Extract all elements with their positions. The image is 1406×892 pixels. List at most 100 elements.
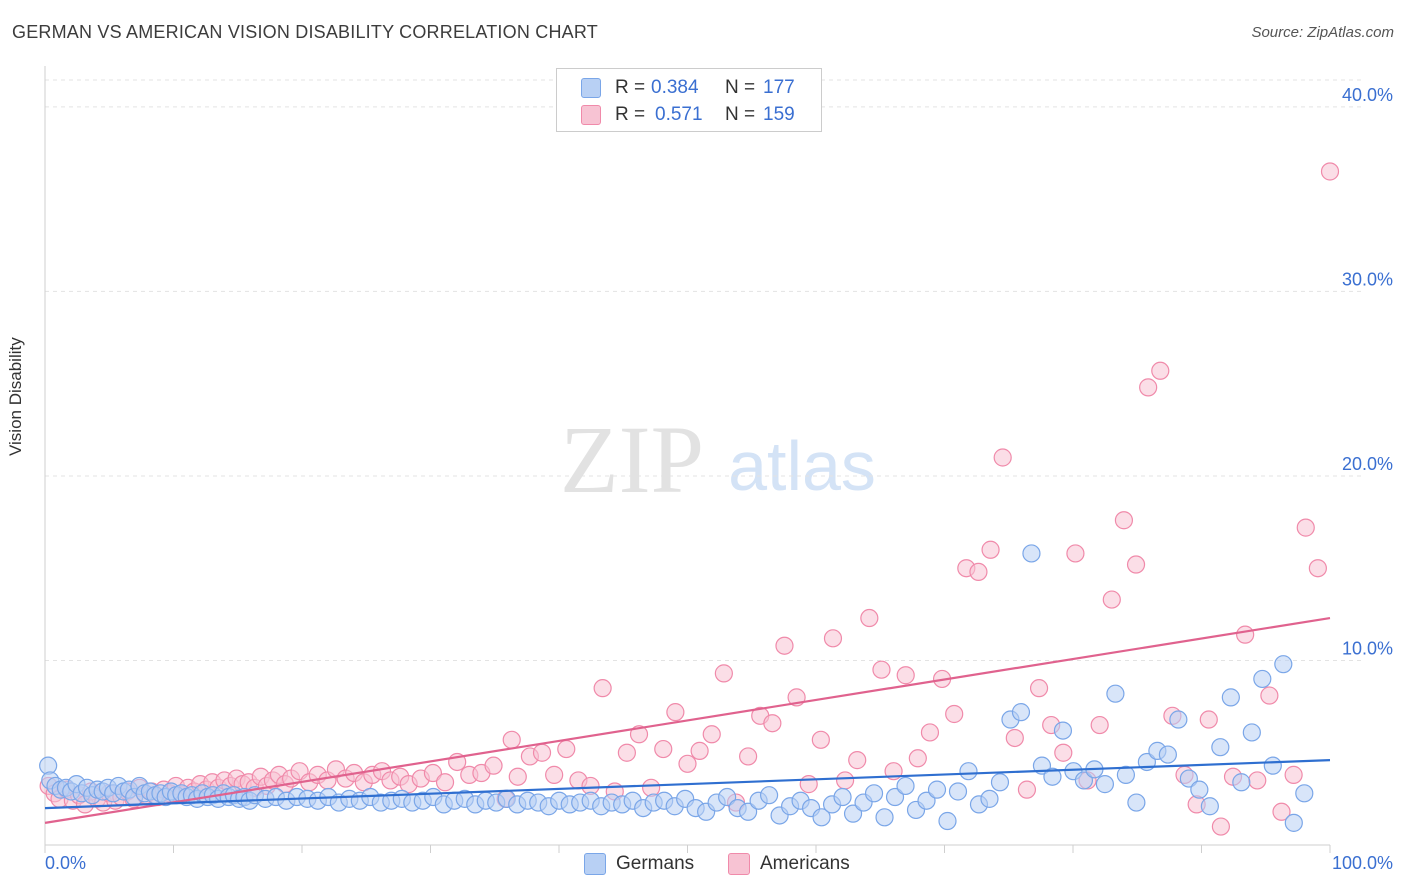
x-tick-label-1: 100.0% — [1332, 853, 1393, 873]
american-point-80 — [714, 664, 733, 683]
axes — [44, 66, 1331, 853]
american-point-129 — [1308, 559, 1327, 578]
american-point-128 — [1296, 518, 1315, 537]
german-point-99 — [864, 784, 884, 803]
chart-title: GERMAN VS AMERICAN VISION DISABILITY COR… — [12, 22, 598, 42]
y-tick-label-0: 10.0% — [1342, 638, 1393, 658]
american-point-74 — [642, 778, 661, 797]
american-point-55 — [423, 763, 443, 783]
american-point-65 — [532, 743, 552, 762]
american-point-112 — [1102, 590, 1121, 609]
american-point-84 — [763, 714, 782, 733]
american-point-91 — [848, 751, 867, 770]
german-point-131 — [1200, 797, 1219, 816]
american-point-78 — [690, 741, 709, 760]
legend-swatch-american — [581, 105, 601, 125]
german-point-85 — [718, 787, 737, 807]
american-point-60 — [484, 756, 503, 775]
american-point-99 — [945, 704, 964, 724]
american-point-104 — [1005, 728, 1024, 748]
german-point-108 — [959, 762, 978, 781]
american-point-120 — [1199, 710, 1218, 729]
bottom-legend-label-german: Germans — [616, 853, 695, 874]
legend-american-n-label: N = — [725, 104, 756, 125]
american-point-73 — [629, 725, 649, 744]
german-point-124 — [1127, 793, 1146, 812]
american-point-87 — [799, 775, 818, 794]
german-point-117 — [1053, 721, 1073, 740]
american-point-96 — [908, 749, 927, 768]
american-point-56 — [435, 773, 455, 792]
american-point-101 — [969, 562, 988, 582]
german-point-121 — [1095, 775, 1115, 794]
german-point-136 — [1253, 669, 1272, 689]
legend-german-n-value: 177 — [763, 77, 795, 98]
legend-german-r-label: R = — [615, 77, 646, 98]
american-trendline — [44, 616, 1331, 824]
y-tick-label-2: 30.0% — [1342, 269, 1393, 289]
american-point-103 — [993, 448, 1012, 467]
source-label: Source: ZipAtlas.com — [1251, 24, 1394, 41]
american-point-115 — [1139, 378, 1158, 397]
watermark-atlas: atlas — [728, 427, 876, 505]
watermark: ZIP atlas — [560, 406, 876, 513]
german-point-101 — [885, 787, 905, 807]
american-point-79 — [702, 725, 721, 744]
german-point-135 — [1242, 723, 1261, 742]
legend-american-r-value: 0.571 — [655, 104, 703, 125]
german-point-96 — [833, 787, 852, 807]
american-point-85 — [775, 636, 794, 655]
german-point-138 — [1274, 655, 1293, 674]
american-point-92 — [860, 608, 879, 628]
german-point-129 — [1179, 769, 1198, 788]
american-point-97 — [920, 723, 940, 742]
american-point-77 — [678, 754, 697, 773]
german-point-140 — [1295, 784, 1314, 803]
american-point-62 — [502, 730, 521, 749]
german-point-139 — [1284, 813, 1303, 832]
american-point-76 — [666, 703, 685, 722]
german-point-97 — [843, 804, 863, 823]
american-point-66 — [545, 765, 564, 784]
american-point-121 — [1211, 817, 1230, 836]
american-point-102 — [981, 540, 1000, 559]
german-point-127 — [1158, 745, 1177, 764]
american-point-90 — [835, 771, 855, 790]
german-point-113 — [1011, 703, 1031, 722]
german-point-137 — [1263, 756, 1282, 775]
german-point-110 — [980, 789, 999, 808]
german-point-122 — [1106, 684, 1125, 703]
american-point-111 — [1090, 715, 1109, 735]
german-point-106 — [938, 811, 957, 831]
american-point-123 — [1236, 625, 1255, 644]
german-point-107 — [948, 782, 968, 801]
german-trendline — [44, 759, 1331, 810]
german-point-130 — [1190, 780, 1209, 799]
american-point-72 — [617, 743, 636, 762]
german-point-100 — [875, 808, 894, 827]
american-point-105 — [1017, 780, 1037, 799]
german-point-128 — [1169, 710, 1188, 729]
german-point-116 — [1043, 767, 1062, 786]
german-point-89 — [759, 786, 779, 805]
american-point-63 — [508, 767, 527, 786]
american-point-125 — [1260, 686, 1279, 705]
german-point-102 — [896, 776, 915, 796]
watermark-zip: ZIP — [560, 406, 704, 513]
german-point-132 — [1211, 738, 1230, 757]
y-tick-label-3: 40.0% — [1342, 85, 1393, 105]
american-point-88 — [811, 730, 830, 749]
german-point-123 — [1116, 765, 1135, 784]
y-tick-labels: 10.0% 20.0% 30.0% 40.0% — [1342, 85, 1393, 659]
american-point-114 — [1126, 555, 1146, 574]
stats-legend: R = 0.384 N = 177 R = 0.571 N = 159 — [556, 68, 822, 132]
legend-swatch-german — [581, 78, 601, 98]
legend-german-n-label: N = — [725, 77, 756, 98]
y-axis-label: Vision Disability — [6, 337, 25, 456]
x-tick-label-0: 0.0% — [45, 853, 86, 873]
german-point-114 — [1022, 544, 1041, 563]
american-point-89 — [823, 629, 843, 648]
american-point-130 — [1320, 162, 1340, 181]
american-point-126 — [1272, 802, 1291, 821]
